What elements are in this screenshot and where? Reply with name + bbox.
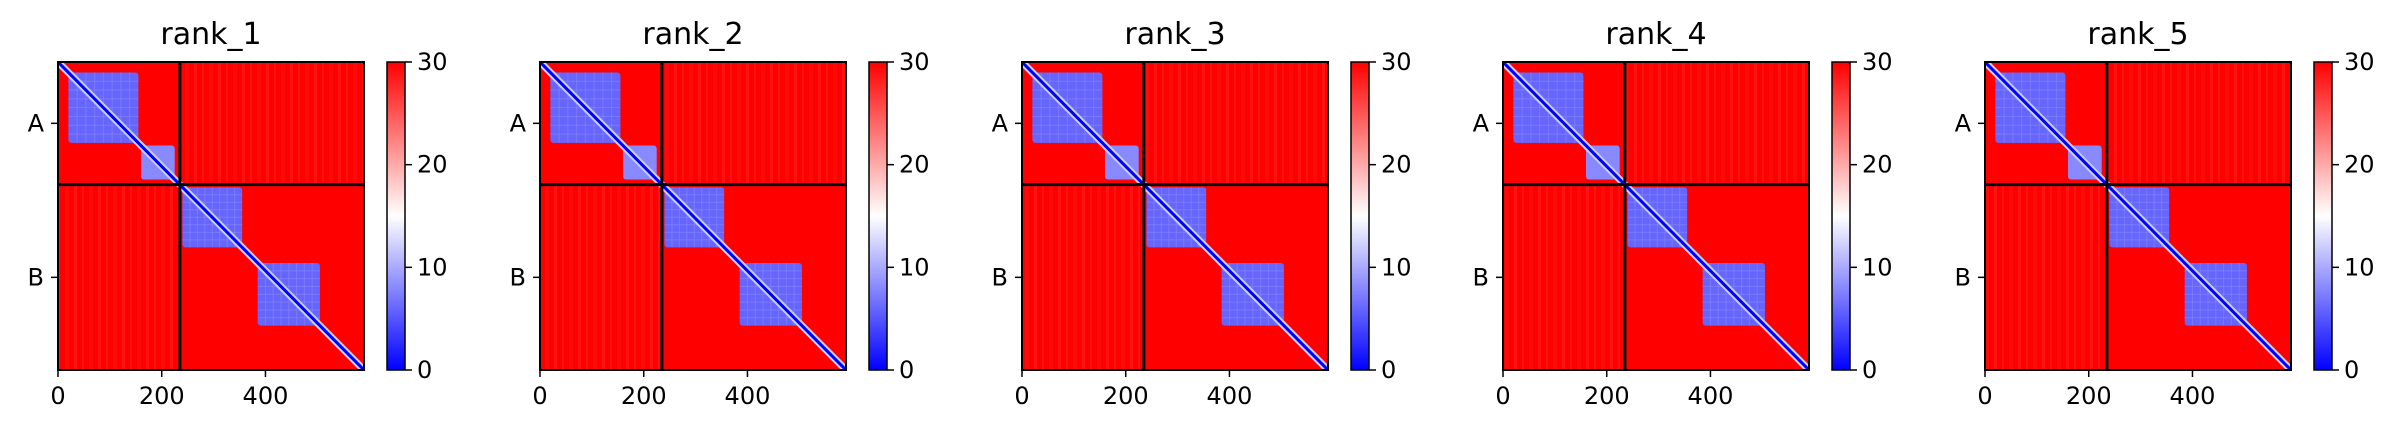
diagonal bbox=[1503, 62, 1809, 370]
x-tick-label: 200 bbox=[621, 382, 667, 410]
colorbar bbox=[1350, 61, 1370, 371]
texture-ba bbox=[1022, 184, 1144, 370]
colorbar-tick-label: 10 bbox=[1381, 253, 1412, 281]
colorbar-tick-label: 30 bbox=[2344, 48, 2375, 76]
y-tick-label: B bbox=[510, 263, 526, 291]
colorbar-tick-label: 20 bbox=[1862, 151, 1893, 179]
panel-title: rank_2 bbox=[642, 17, 743, 52]
texture-ab bbox=[2106, 62, 2291, 185]
texture-ab bbox=[661, 62, 846, 185]
colorbar-tick-label: 20 bbox=[899, 151, 930, 179]
x-tick-label: 0 bbox=[1977, 382, 1992, 410]
pae-panel: rank_1 0 200 400 A B 0 10 20 30 bbox=[28, 17, 448, 410]
texture-ba bbox=[540, 184, 662, 370]
texture-ab bbox=[1143, 62, 1328, 185]
heatmap bbox=[540, 62, 846, 370]
colorbar-tick-label: 10 bbox=[899, 253, 930, 281]
colorbar bbox=[1831, 61, 1851, 371]
colorbar-tick-label: 0 bbox=[1381, 356, 1396, 384]
pae-panel: rank_5 0 200 400 A B 0 10 20 30 bbox=[1955, 17, 2375, 410]
colorbar-tick-label: 30 bbox=[1862, 48, 1893, 76]
panel-title: rank_5 bbox=[2087, 17, 2188, 52]
x-tick-label: 400 bbox=[725, 382, 771, 410]
y-tick-label: A bbox=[1955, 109, 1972, 137]
pae-panel: rank_3 0 200 400 A B 0 10 20 30 bbox=[992, 17, 1412, 410]
x-tick-label: 400 bbox=[1688, 382, 1734, 410]
axes-frame bbox=[1502, 61, 1810, 371]
panel-title: rank_1 bbox=[160, 17, 261, 52]
y-tick-label: A bbox=[1473, 109, 1490, 137]
x-tick-label: 200 bbox=[2066, 382, 2112, 410]
diagonal bbox=[58, 62, 364, 370]
y-tick-label: B bbox=[28, 263, 44, 291]
heatmap bbox=[58, 62, 364, 370]
colorbar-tick-label: 20 bbox=[417, 151, 448, 179]
heatmap bbox=[1022, 62, 1328, 370]
colorbar-tick-label: 20 bbox=[1381, 151, 1412, 179]
texture-ba bbox=[1985, 184, 2107, 370]
axes-frame bbox=[57, 61, 365, 371]
colorbar-tick-label: 10 bbox=[417, 253, 448, 281]
colorbar-tick-label: 10 bbox=[2344, 253, 2375, 281]
colorbar-tick-label: 0 bbox=[1862, 356, 1877, 384]
heatmap bbox=[1985, 62, 2291, 370]
diagonal bbox=[1985, 62, 2291, 370]
texture-ba bbox=[58, 184, 180, 370]
axes-frame bbox=[539, 61, 847, 371]
pae-panel: rank_2 0 200 400 A B 0 10 20 30 bbox=[510, 17, 930, 410]
axes-frame bbox=[1021, 61, 1329, 371]
colorbar-tick-label: 30 bbox=[417, 48, 448, 76]
diagonal bbox=[540, 62, 846, 370]
x-tick-label: 0 bbox=[532, 382, 547, 410]
x-tick-label: 400 bbox=[243, 382, 289, 410]
x-tick-label: 200 bbox=[1584, 382, 1630, 410]
pae-panel: rank_4 0 200 400 A B 0 10 20 30 bbox=[1473, 17, 1893, 410]
diagonal bbox=[1022, 62, 1328, 370]
colorbar-tick-label: 30 bbox=[899, 48, 930, 76]
x-tick-label: 200 bbox=[1103, 382, 1149, 410]
x-tick-label: 0 bbox=[1014, 382, 1029, 410]
texture-ba bbox=[1503, 184, 1625, 370]
colorbar bbox=[868, 61, 888, 371]
x-tick-label: 400 bbox=[2170, 382, 2216, 410]
y-tick-label: A bbox=[992, 109, 1009, 137]
colorbar-tick-label: 20 bbox=[2344, 151, 2375, 179]
axes-frame bbox=[1984, 61, 2292, 371]
colorbar-tick-label: 30 bbox=[1381, 48, 1412, 76]
x-tick-label: 200 bbox=[139, 382, 185, 410]
x-tick-label: 400 bbox=[1207, 382, 1253, 410]
panel-title: rank_4 bbox=[1605, 17, 1706, 52]
heatmap bbox=[1503, 62, 1809, 370]
y-tick-label: A bbox=[510, 109, 527, 137]
x-tick-label: 0 bbox=[1495, 382, 1510, 410]
y-tick-label: A bbox=[28, 109, 45, 137]
colorbar-tick-label: 0 bbox=[2344, 356, 2359, 384]
y-tick-label: B bbox=[1473, 263, 1489, 291]
colorbar bbox=[386, 61, 406, 371]
colorbar bbox=[2313, 61, 2333, 371]
texture-ab bbox=[1624, 62, 1809, 185]
colorbar-tick-label: 0 bbox=[417, 356, 432, 384]
colorbar-tick-label: 10 bbox=[1862, 253, 1893, 281]
panel-title: rank_3 bbox=[1124, 17, 1225, 52]
x-tick-label: 0 bbox=[50, 382, 65, 410]
texture-ab bbox=[179, 62, 364, 185]
y-tick-label: B bbox=[1955, 263, 1971, 291]
colorbar-tick-label: 0 bbox=[899, 356, 914, 384]
y-tick-label: B bbox=[992, 263, 1008, 291]
